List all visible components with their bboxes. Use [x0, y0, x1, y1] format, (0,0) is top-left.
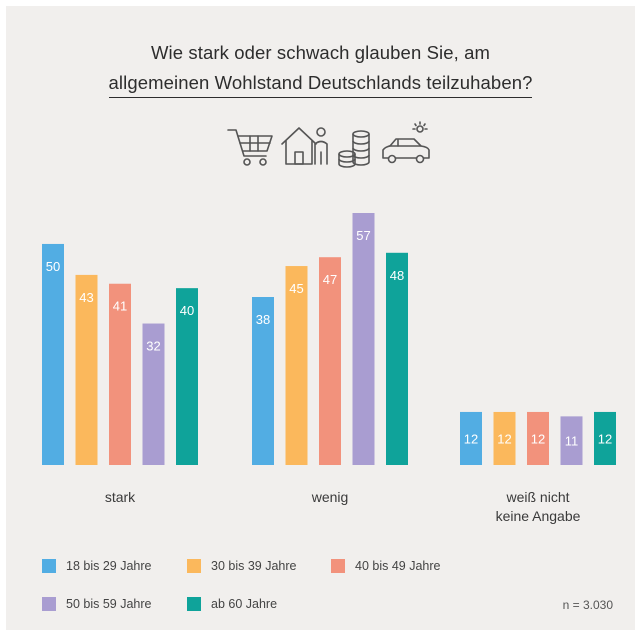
bar-2-4	[594, 411, 616, 465]
legend-item: 40 bis 49 Jahre	[331, 558, 440, 574]
bar-0-4	[176, 288, 198, 465]
chart-title-underlined: allgemeinen Wohlstand Deutschlands teilz…	[108, 72, 533, 98]
legend-swatch	[187, 597, 201, 611]
bar-value-label: 12	[598, 431, 612, 446]
bar-value-label: 12	[531, 431, 545, 446]
bar-value-label: 12	[497, 431, 511, 446]
bar-value-label: 48	[390, 268, 404, 283]
bar-2-3	[560, 416, 583, 465]
bar-value-label: 45	[289, 281, 303, 296]
bar-1-1	[285, 266, 308, 465]
legend-label: 18 bis 29 Jahre	[66, 559, 152, 573]
coin-stack-icon	[338, 130, 370, 168]
bar-value-label: 41	[113, 299, 127, 314]
category-label-line: stark	[104, 489, 136, 505]
bar-1-0	[252, 297, 274, 465]
legend-label: 40 bis 49 Jahre	[355, 559, 441, 573]
bar-0-3	[142, 323, 165, 465]
chart-title-line-1: Wie stark oder schwach glauben Sie, am	[150, 42, 490, 63]
legend-swatch	[331, 559, 345, 573]
legend-label: 30 bis 39 Jahre	[211, 559, 297, 573]
bar-2-2	[527, 411, 549, 465]
category-label: stark	[40, 488, 200, 507]
bar-value-label: 38	[256, 312, 270, 327]
icon-row	[227, 121, 430, 168]
bar-2-1	[493, 411, 516, 465]
house-person-icon	[281, 127, 328, 165]
bar-0-1	[75, 274, 98, 465]
category-label-line: weiß nicht	[506, 489, 570, 505]
bar-0-2	[109, 283, 131, 465]
bar-2-0	[460, 411, 482, 465]
category-label-line: keine Angabe	[495, 508, 581, 524]
bar-1-4	[386, 252, 408, 465]
chart-title-line-2: allgemeinen Wohlstand Deutschlands teilz…	[0, 72, 641, 98]
category-label-line: wenig	[311, 489, 349, 505]
car-sun-icon	[382, 121, 430, 164]
legend-swatch	[42, 559, 56, 573]
bar-value-label: 57	[356, 228, 370, 243]
legend-swatch	[42, 597, 56, 611]
legend-label: 50 bis 59 Jahre	[66, 597, 152, 611]
bar-value-label: 11	[565, 434, 579, 449]
legend-item: 30 bis 39 Jahre	[187, 558, 296, 574]
sample-size-note: n = 3.030	[562, 598, 613, 612]
bar-value-label: 43	[79, 290, 93, 305]
legend-item: 50 bis 59 Jahre	[42, 596, 151, 612]
shopping-cart-icon	[227, 129, 273, 166]
legend-swatch	[187, 559, 201, 573]
legend-item: 18 bis 29 Jahre	[42, 558, 151, 574]
bar-value-label: 40	[180, 303, 194, 318]
bar-1-2	[319, 257, 341, 465]
bar-1-3	[352, 213, 375, 465]
bar-value-label: 12	[464, 431, 478, 446]
bar-value-label: 32	[146, 339, 160, 354]
legend-item: ab 60 Jahre	[187, 596, 277, 612]
bar-0-0	[42, 243, 64, 465]
legend-label: ab 60 Jahre	[211, 597, 278, 611]
category-label: wenig	[250, 488, 410, 507]
bar-value-label: 50	[46, 259, 60, 274]
category-label: weiß nicht keine Angabe	[458, 488, 618, 526]
bar-value-label: 47	[323, 272, 337, 287]
